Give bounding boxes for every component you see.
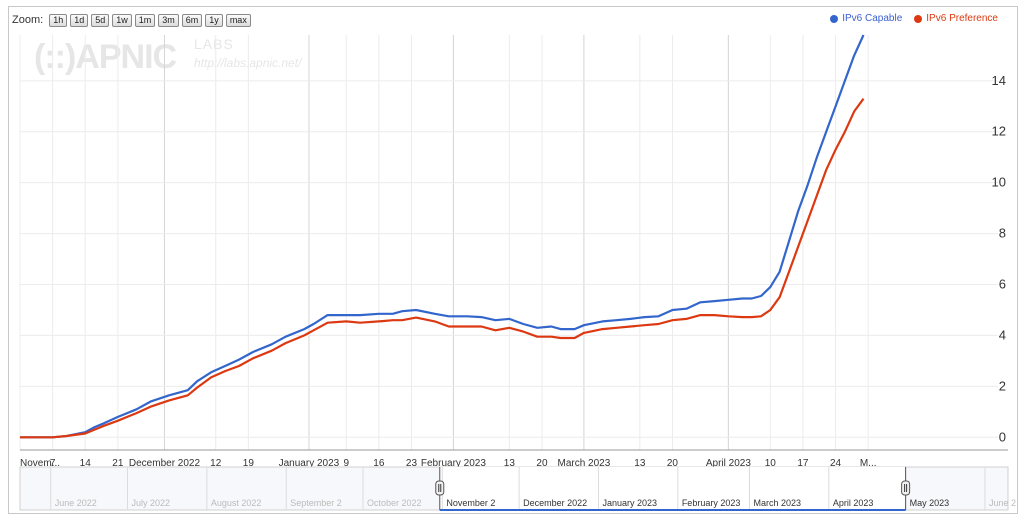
y-tick-label: 2 (999, 378, 1006, 393)
navigator-label: January 2023 (602, 498, 657, 508)
x-tick-label: 24 (830, 458, 842, 469)
x-tick-label: 20 (536, 458, 548, 469)
navigator-label: August 2022 (211, 498, 262, 508)
x-tick-label: April 2023 (706, 458, 751, 469)
zoom-max-button[interactable]: max (225, 13, 251, 27)
x-tick-label: 21 (112, 458, 124, 469)
y-tick-label: 12 (992, 124, 1006, 139)
x-tick-label: 7 (50, 458, 56, 469)
navigator-label: December 2022 (523, 498, 587, 508)
x-tick-label: Novem... (20, 458, 60, 469)
zoom-1h-button[interactable]: 1h (49, 13, 68, 27)
zoom-3m-button[interactable]: 3m (158, 13, 179, 27)
zoom-6m-button[interactable]: 6m (181, 13, 203, 27)
y-tick-label: 10 (992, 175, 1006, 190)
legend-label-capable: IPv6 Capable (842, 13, 903, 24)
navigator-label: November 2 (446, 498, 495, 508)
x-tick-label: 19 (243, 458, 255, 469)
x-tick-label: December 2022 (129, 458, 201, 469)
navigator-label: September 2 (290, 498, 342, 508)
navigator-label: October 2022 (367, 498, 422, 508)
zoom-label: Zoom: (12, 14, 44, 26)
zoom-1y-button[interactable]: 1y (205, 13, 223, 27)
x-tick-label: 23 (406, 458, 418, 469)
x-tick-label: 16 (373, 458, 385, 469)
zoom-5d-button[interactable]: 5d (91, 13, 110, 27)
x-tick-label: 9 (343, 458, 349, 469)
watermark-logo: (::)APNIC (34, 38, 177, 76)
legend-dot-preference-icon (914, 14, 923, 23)
legend-dot-capable-icon (830, 14, 839, 23)
watermark-labs: LABS (194, 36, 234, 52)
y-tick-label: 0 (999, 429, 1006, 444)
x-tick-label: January 2023 (279, 458, 340, 469)
x-tick-label: 12 (210, 458, 222, 469)
chart-frame (8, 6, 1018, 514)
y-tick-label: 4 (999, 327, 1006, 342)
x-tick-label: 13 (634, 458, 646, 469)
zoom-1m-button[interactable]: 1m (134, 13, 156, 27)
navigator-left-handle[interactable] (435, 480, 445, 496)
y-tick-label: 14 (992, 73, 1006, 88)
x-tick-label: February 2023 (421, 458, 486, 469)
legend-item-capable[interactable]: IPv6 Capable (830, 13, 902, 24)
navigator-label: February 2023 (682, 498, 741, 508)
navigator-label: March 2023 (753, 498, 801, 508)
watermark-url: http://labs.apnic.net/ (194, 56, 302, 70)
series-line-ipv6-capable (20, 34, 865, 439)
y-tick-label: 8 (999, 226, 1006, 241)
x-tick-label: March 2023 (557, 458, 610, 469)
x-tick-label: 10 (765, 458, 777, 469)
navigator-label: May 2023 (910, 498, 950, 508)
series-line-ipv6-preference (20, 98, 865, 439)
navigator-label: July 2022 (132, 498, 171, 508)
chart-legend: IPv6 Capable IPv6 Preference (830, 13, 998, 24)
x-tick-label: 14 (80, 458, 92, 469)
x-tick-label: 13 (504, 458, 516, 469)
zoom-1d-button[interactable]: 1d (70, 13, 89, 27)
zoom-1w-button[interactable]: 1w (112, 13, 132, 27)
zoom-toolbar: Zoom: 1h 1d 5d 1w 1m 3m 6m 1y max (12, 13, 251, 27)
navigator-selection[interactable] (439, 467, 906, 510)
navigator-label: June 2 (989, 498, 1016, 508)
legend-label-preference: IPv6 Preference (926, 13, 998, 24)
x-tick-label: 20 (667, 458, 679, 469)
navigator-label: April 2023 (833, 498, 874, 508)
legend-item-preference[interactable]: IPv6 Preference (914, 13, 998, 24)
navigator-right-handle[interactable] (901, 480, 911, 496)
x-tick-label: 17 (797, 458, 809, 469)
y-tick-label: 6 (999, 277, 1006, 292)
x-tick-label: M... (860, 458, 877, 469)
apnic-watermark: (::)APNIC LABS http://labs.apnic.net/ (34, 36, 301, 77)
navigator-label: June 2022 (55, 498, 97, 508)
